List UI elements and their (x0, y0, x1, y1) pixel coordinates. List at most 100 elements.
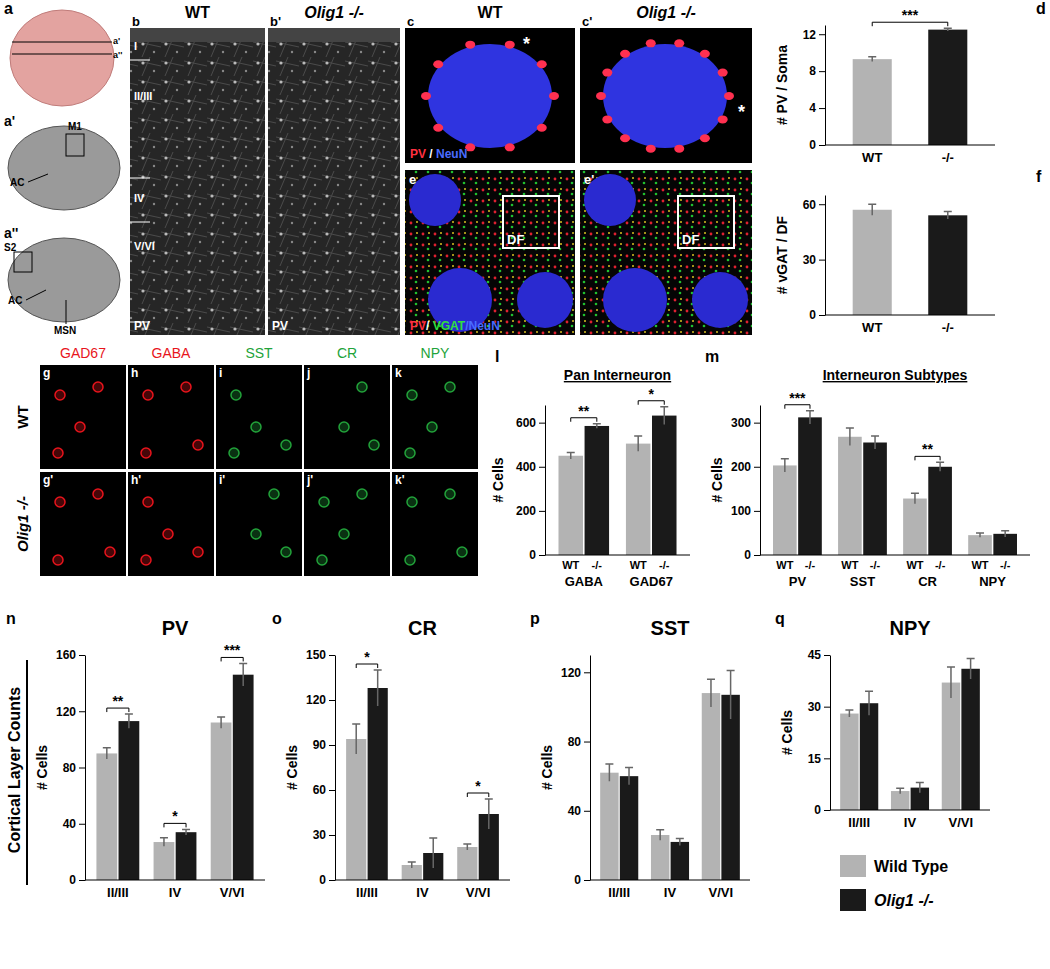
labeled-cell (251, 529, 261, 539)
pv-punctum (596, 92, 606, 100)
y-tick: 80 (568, 735, 590, 749)
pv-punctum (718, 115, 728, 123)
labeled-cell (163, 529, 173, 539)
chart-title: CR (408, 617, 437, 639)
bar (457, 847, 477, 880)
labeled-cell (339, 422, 349, 432)
y-tick-mark (329, 700, 335, 701)
error-bar (845, 710, 853, 717)
y-axis-title: # Cells (709, 457, 725, 502)
labeled-cell (369, 440, 379, 450)
micrograph (580, 28, 752, 163)
bar (891, 791, 909, 810)
series-label: WT (630, 559, 647, 571)
bar (928, 467, 952, 555)
bar (368, 688, 388, 880)
y-tick-label: 0 (529, 548, 536, 562)
y-axis-title: # Cells (539, 745, 555, 790)
labeled-cell (319, 497, 329, 507)
labeled-cell (193, 440, 203, 450)
stain-label: PV (272, 319, 288, 333)
y-tick-label: 12 (803, 28, 817, 42)
bar (585, 426, 610, 555)
error-bar (593, 424, 601, 428)
stain-label: NPY (421, 345, 450, 361)
pv-punctum (646, 145, 656, 153)
stain-part: VGAT (433, 319, 466, 333)
bar (968, 535, 992, 555)
bar (903, 499, 927, 555)
y-tick: 0 (744, 548, 760, 562)
y-tick-mark (819, 204, 825, 205)
y-tick-label: 120 (306, 693, 326, 707)
y-tick-mark (539, 511, 545, 512)
y-tick-label: 0 (809, 308, 816, 322)
section-label: a' (113, 36, 120, 46)
y-axis: 0 30 60 (803, 196, 826, 323)
series-label: -/- (659, 559, 670, 571)
y-tick-label: 30 (313, 828, 327, 842)
y-tick: 40 (63, 817, 85, 831)
error-bar (656, 830, 664, 840)
series-label: WT (841, 559, 858, 571)
labeled-cell (357, 382, 367, 392)
x-tick-label: PV (789, 574, 807, 589)
chart-title: Interneuron Subtypes (823, 367, 968, 383)
x-tick-label: II/III (356, 885, 378, 900)
row-title: WT (14, 405, 31, 428)
chart-title: Pan Interneuron (564, 367, 671, 383)
panel-letter: o (272, 610, 282, 627)
y-tick-label: 90 (313, 738, 327, 752)
x-tick-label: GAD67 (630, 574, 673, 589)
labeled-cell (55, 497, 65, 507)
x-tick-label: II/III (107, 885, 129, 900)
significance: *** (789, 390, 806, 406)
pv-punctum (718, 69, 728, 77)
x-tick-label: IV (664, 885, 677, 900)
error-bar (727, 671, 735, 719)
bar (651, 835, 669, 880)
pia (130, 28, 265, 42)
error-bar (485, 799, 493, 829)
error-bar (976, 533, 984, 537)
y-tick-label: 0 (574, 873, 581, 887)
y-tick-mark (819, 71, 825, 72)
y-axis-line (830, 656, 831, 811)
labeled-cell (317, 555, 327, 565)
pv-punctum (433, 124, 443, 132)
y-tick-label: 200 (731, 460, 751, 474)
y-axis-line (335, 656, 336, 881)
y-tick-mark (329, 835, 335, 836)
chart-title: PV (162, 617, 189, 639)
significance: *** (224, 642, 241, 658)
stain-part: PV (410, 147, 426, 161)
y-tick-mark (539, 555, 545, 556)
roi-box (678, 196, 734, 248)
y-tick-mark (539, 467, 545, 468)
y-axis-line (825, 26, 826, 146)
y-tick-label: 15 (808, 752, 822, 766)
error-bar (676, 838, 684, 845)
legend-label: Olig1 -/- (874, 892, 934, 909)
x-tick-label: WT (862, 320, 882, 335)
row-rule (26, 660, 28, 885)
micrograph (405, 170, 575, 335)
error-bar (868, 57, 876, 62)
labeled-cell (405, 555, 415, 565)
panel-letter: h' (131, 473, 141, 487)
asterisk: * (738, 102, 745, 122)
neun-soma (428, 44, 552, 148)
pv-punctum (602, 115, 612, 123)
y-tick-label: 30 (803, 253, 817, 267)
y-tick-label: 120 (56, 705, 76, 719)
micrograph (216, 365, 302, 469)
y-tick: 60 (803, 198, 825, 212)
error-bar (429, 838, 437, 868)
pv-punctum (505, 41, 515, 49)
error-bar (896, 788, 904, 794)
brain-image (10, 10, 114, 106)
stain-label: GABA (152, 345, 192, 361)
y-axis-line (825, 196, 826, 316)
chart: 04812WT-/-# PV / Soma*** (774, 7, 995, 165)
error-bar (625, 768, 633, 785)
